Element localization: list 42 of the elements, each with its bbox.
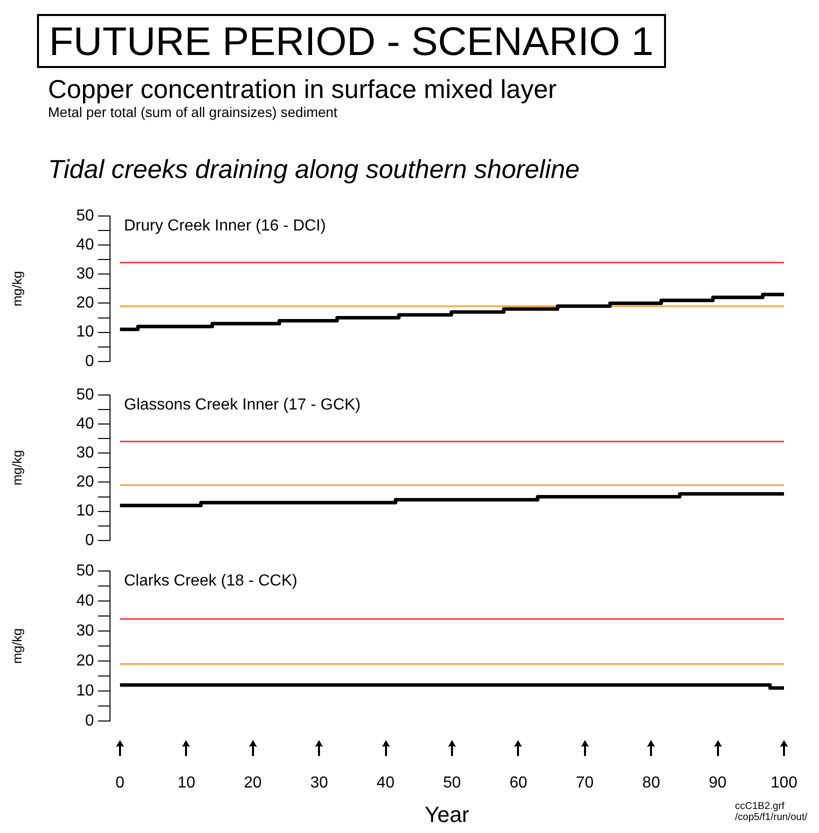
y-tick-label: 50 (76, 386, 94, 404)
y-tick-label: 0 (85, 712, 94, 730)
y-tick-label: 20 (76, 474, 94, 491)
x-tick-label: 70 (576, 774, 594, 792)
text: Copper concentration in surface mixed layer (48, 74, 557, 105)
x-tick-label: 60 (509, 774, 528, 792)
x-tick-label: 0 (116, 774, 125, 792)
text: FUTURE PERIOD - SCENARIO 1 (37, 14, 666, 68)
chart-title: Clarks Creek (18 - CCK) (124, 572, 298, 590)
x-tick-label: 90 (708, 774, 727, 792)
x-tick-label: 30 (310, 774, 328, 792)
y-tick-label: 50 (76, 207, 94, 224)
x-tick-label: 80 (642, 774, 660, 792)
chart-title: Drury Creek Inner (16 - DCI) (124, 217, 326, 234)
y-axis-title: mg/kg (9, 270, 24, 306)
y-tick-label: 10 (76, 682, 94, 700)
chart-title: Glassons Creek Inner (17 - GCK) (124, 396, 361, 414)
x-tick-label: 10 (177, 774, 196, 792)
y-tick-label: 10 (76, 502, 94, 520)
y-tick-label: 20 (76, 294, 94, 312)
y-tick-label: 10 (76, 324, 94, 341)
text: Tidal creeks draining along southern shoreline (48, 154, 580, 185)
text: ccC1B2.grf (735, 801, 786, 812)
y-tick-label: 40 (76, 236, 94, 254)
y-tick-label: 40 (76, 592, 94, 610)
y-tick-label: 30 (76, 266, 94, 283)
y-axis-title: mg/kg (9, 628, 24, 664)
y-tick-label: 0 (85, 532, 94, 549)
text: Metal per total (sum of all grainsizes) sediment (48, 104, 338, 120)
y-tick-label: 30 (76, 622, 94, 640)
x-tick-label: 20 (244, 774, 262, 792)
y-tick-label: 30 (76, 444, 94, 462)
y-axis-title: mg/kg (9, 450, 24, 486)
text: /cop5/f1/run/out/ (735, 812, 808, 823)
x-tick-label: 100 (770, 774, 798, 792)
x-tick-label: 50 (443, 774, 461, 792)
y-tick-label: 50 (76, 562, 94, 580)
x-tick-label: 40 (376, 774, 395, 792)
y-tick-label: 40 (76, 415, 94, 432)
y-tick-label: 20 (76, 652, 94, 670)
x-axis-title: Year (424, 802, 470, 827)
y-tick-label: 0 (85, 352, 94, 370)
